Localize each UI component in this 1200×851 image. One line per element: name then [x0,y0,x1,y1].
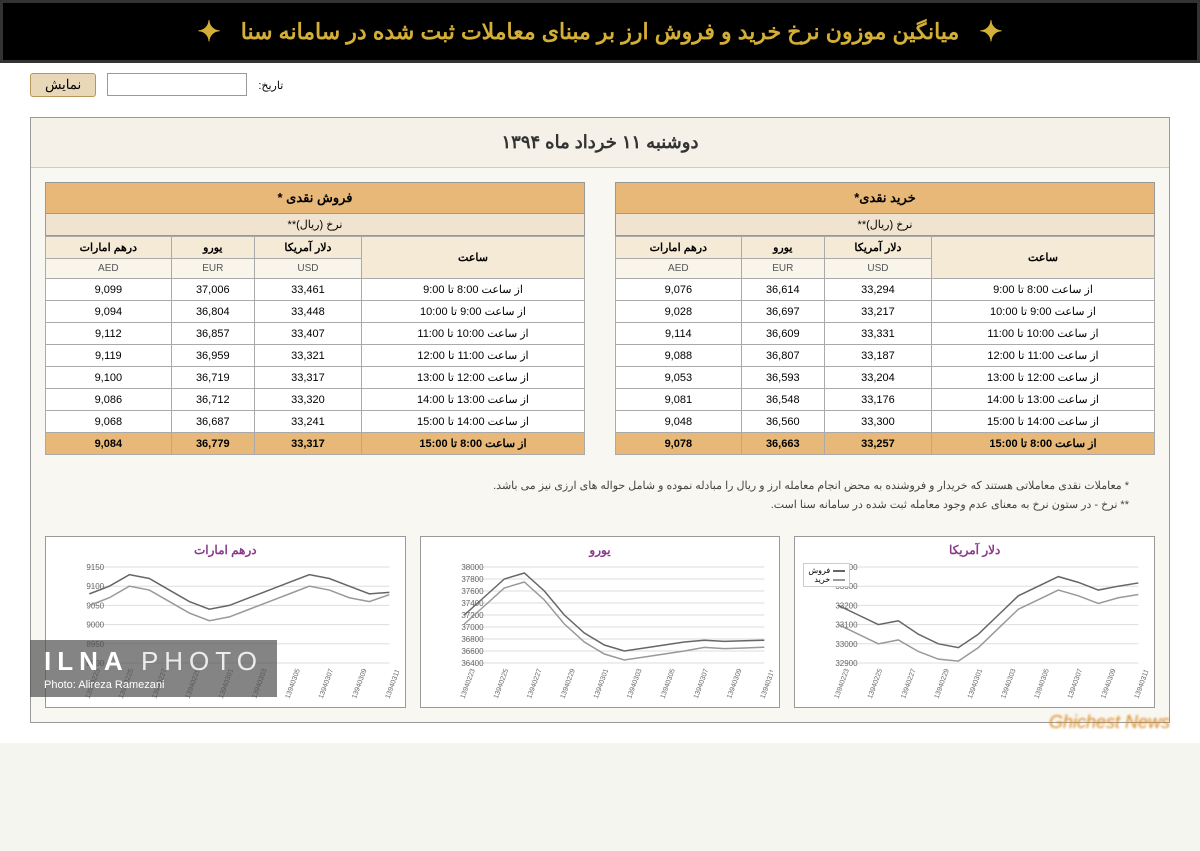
table-row: از ساعت 10:00 تا 11:0033,40736,8579,112 [46,323,585,345]
chart-usd-title: دلار آمریکا [801,543,1148,557]
sub-aed: AED [616,259,742,279]
notes: * معاملات نقدی معاملاتی هستند که خریدار … [31,469,1169,522]
col-eur: یورو [171,237,254,259]
table-total-row: از ساعت 8:00 تا 15:0033,31736,7799,084 [46,433,585,455]
sub-aed: AED [46,259,172,279]
table-row: از ساعت 11:00 تا 12:0033,32136,9599,119 [46,345,585,367]
ornament-icon: ✦ [197,15,220,48]
show-button[interactable]: نمایش [30,73,96,97]
chart-aed-title: درهم امارات [52,543,399,557]
svg-text:13940311: 13940311 [1134,669,1148,700]
sub-eur: EUR [741,259,824,279]
page: ✦ میانگین موزون نرخ خرید و فروش ارز بر م… [0,0,1200,743]
col-usd: دلار آمریکا [824,237,931,259]
table-row: از ساعت 11:00 تا 12:0033,18736,8079,088 [616,345,1155,367]
sell-table-wrap: فروش نقدی * نرخ (ریال)** ساعت دلار آمریک… [45,182,585,455]
col-aed: درهم امارات [46,237,172,259]
col-usd: دلار آمریکا [254,237,361,259]
sub-usd: USD [254,259,361,279]
col-eur: یورو [741,237,824,259]
chart-eur-title: یورو [427,543,774,557]
svg-text:13940303: 13940303 [626,668,643,700]
filter-row: تاریخ: نمایش [0,63,1200,107]
buy-table-wrap: خرید نقدی* نرخ (ریال)** ساعت دلار آمریکا… [615,182,1155,455]
svg-text:13940301: 13940301 [967,668,984,700]
sell-sub: نرخ (ریال)** [45,214,585,236]
svg-text:36800: 36800 [461,635,484,644]
table-row: از ساعت 14:00 تا 15:0033,30036,5609,048 [616,411,1155,433]
svg-text:13940309: 13940309 [726,668,743,700]
chart-usd: دلار آمریکا فروش خرید 329003300033100332… [794,536,1155,708]
page-title: میانگین موزون نرخ خرید و فروش ارز بر مبن… [241,19,959,45]
buy-title: خرید نقدی* [615,182,1155,214]
svg-text:13940311: 13940311 [759,669,773,700]
sub-eur: EUR [171,259,254,279]
bottom-tag: Ghichest News [1049,712,1170,733]
sell-table: ساعت دلار آمریکا یورو درهم امارات USD EU… [45,236,585,455]
svg-text:36400: 36400 [461,659,484,668]
table-row: از ساعت 14:00 تا 15:0033,24136,6879,068 [46,411,585,433]
note-1: * معاملات نقدی معاملاتی هستند که خریدار … [71,477,1129,496]
chart-legend: فروش خرید [803,563,850,587]
svg-text:13940305: 13940305 [659,668,676,700]
sub-usd: USD [824,259,931,279]
svg-text:13940225: 13940225 [493,668,510,700]
svg-text:13940227: 13940227 [901,668,918,700]
ornament-icon: ✦ [979,15,1002,48]
table-row: از ساعت 13:00 تا 14:0033,17636,5489,081 [616,389,1155,411]
svg-text:13940225: 13940225 [867,668,884,700]
buy-sub: نرخ (ریال)** [615,214,1155,236]
chart-eur: یورو 36400366003680037000372003740037600… [420,536,781,708]
svg-text:13940309: 13940309 [351,668,368,700]
date-label: تاریخ: [258,80,283,92]
header-bar: ✦ میانگین موزون نرخ خرید و فروش ارز بر م… [0,0,1200,63]
svg-text:37800: 37800 [461,575,484,584]
table-row: از ساعت 13:00 تا 14:0033,32036,7129,086 [46,389,585,411]
svg-text:13940227: 13940227 [526,668,543,700]
svg-text:37600: 37600 [461,587,484,596]
col-aed: درهم امارات [616,237,742,259]
watermark-credit: Photo: Alireza Ramezani [44,679,263,691]
watermark: ILNA PHOTO Photo: Alireza Ramezani [30,640,277,697]
svg-text:13940229: 13940229 [559,668,576,700]
svg-text:13940301: 13940301 [593,668,610,700]
svg-text:9150: 9150 [86,563,104,572]
svg-text:13940311: 13940311 [385,669,399,700]
svg-text:13940305: 13940305 [1034,668,1051,700]
note-2: ** نرخ - در ستون نرخ به معنای عدم وجود م… [71,496,1129,515]
svg-text:13940303: 13940303 [1001,668,1018,700]
col-time: ساعت [361,237,584,279]
table-row: از ساعت 8:00 تا 9:0033,29436,6149,076 [616,279,1155,301]
table-row: از ساعت 9:00 تا 10:0033,21736,6979,028 [616,301,1155,323]
table-row: از ساعت 12:00 تا 13:0033,31736,7199,100 [46,367,585,389]
svg-text:13940223: 13940223 [459,668,476,700]
svg-text:13940305: 13940305 [285,668,302,700]
main-panel: دوشنبه ۱۱ خرداد ماه ۱۳۹۴ خرید نقدی* نرخ … [30,117,1170,723]
svg-text:9000: 9000 [86,621,104,630]
table-total-row: از ساعت 8:00 تا 15:0033,25736,6639,078 [616,433,1155,455]
svg-text:13940307: 13940307 [693,668,710,700]
svg-text:13940223: 13940223 [834,668,851,700]
date-input[interactable] [107,73,247,96]
svg-text:33000: 33000 [836,640,859,649]
table-row: از ساعت 12:00 تا 13:0033,20436,5939,053 [616,367,1155,389]
table-row: از ساعت 8:00 تا 9:0033,46137,0069,099 [46,279,585,301]
sell-title: فروش نقدی * [45,182,585,214]
table-row: از ساعت 9:00 تا 10:0033,44836,8049,094 [46,301,585,323]
svg-text:13940307: 13940307 [1067,668,1084,700]
svg-text:38000: 38000 [461,563,484,572]
svg-text:13940229: 13940229 [934,668,951,700]
watermark-brand-b: PHOTO [141,646,263,676]
tables-row: خرید نقدی* نرخ (ریال)** ساعت دلار آمریکا… [31,168,1169,469]
table-row: از ساعت 10:00 تا 11:0033,33136,6099,114 [616,323,1155,345]
date-title: دوشنبه ۱۱ خرداد ماه ۱۳۹۴ [31,118,1169,168]
svg-text:13940307: 13940307 [318,668,335,700]
svg-text:9100: 9100 [86,583,104,592]
col-time: ساعت [931,237,1154,279]
buy-table: ساعت دلار آمریکا یورو درهم امارات USD EU… [615,236,1155,455]
svg-text:13940309: 13940309 [1101,668,1118,700]
watermark-brand: ILNA [44,646,128,676]
svg-text:36600: 36600 [461,647,484,656]
svg-text:32900: 32900 [836,659,859,668]
